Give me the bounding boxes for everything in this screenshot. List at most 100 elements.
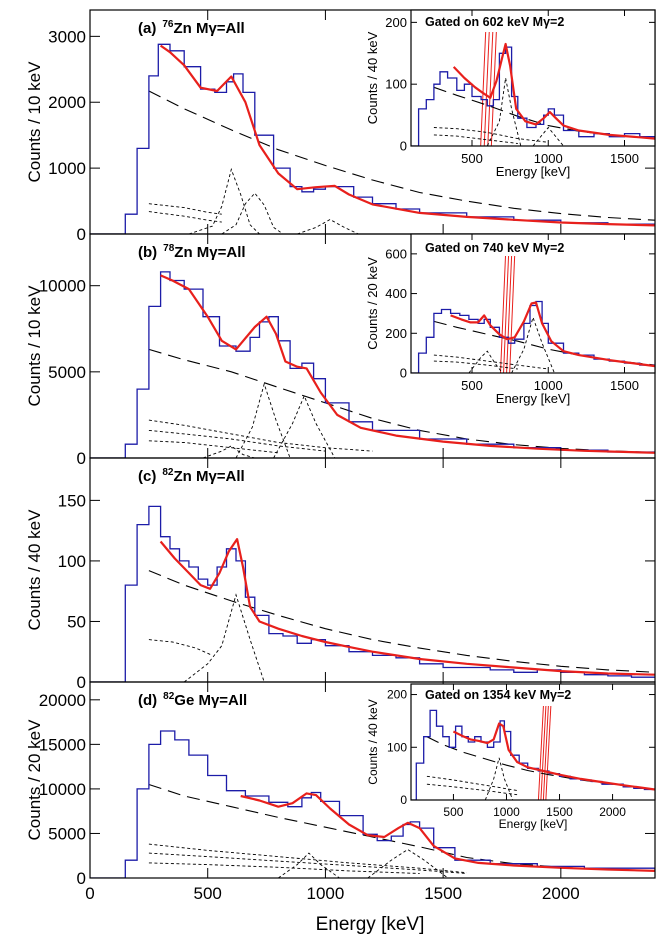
fit-component-4 <box>278 852 340 878</box>
y-tick-label: 100 <box>385 77 407 92</box>
mass-number: 82 <box>162 467 174 478</box>
plot-frame <box>410 233 656 374</box>
y-tick-label: 3000 <box>48 27 86 46</box>
panel-title: (a) 76Zn Mγ=All <box>138 19 245 37</box>
plot-curves <box>90 271 655 458</box>
inset-b: 500 1000 1500 0 200 400 600 Gated on 740 keV Mγ… <box>365 233 656 406</box>
x-tick-label: 500 <box>461 151 483 166</box>
inset-title: Gated on 740 keV Mγ=2 <box>425 241 564 255</box>
y-tick-label: 200 <box>385 326 407 341</box>
x-tick-label: 1000 <box>534 378 563 393</box>
total-fit-curve <box>450 301 655 368</box>
y-axis-title: Counts / 10 keV <box>25 61 44 183</box>
spectrum-histogram <box>90 730 655 878</box>
inset-x-axis-title: Energy [keV] <box>496 391 570 406</box>
y-tick-label: 0 <box>77 449 86 468</box>
fit-component-4 <box>202 445 255 458</box>
y-tick-label: 600 <box>385 246 407 261</box>
y-axis-title: Counts / 20 keV <box>25 719 44 841</box>
gate-line <box>540 705 547 801</box>
inset-background <box>411 684 655 800</box>
x-tick-label: 1000 <box>534 151 563 166</box>
x-tick-label: 1500 <box>546 805 573 819</box>
x-tick-label: 500 <box>443 805 463 819</box>
spectrum-histogram <box>90 271 655 458</box>
total-fit-curve <box>160 274 655 454</box>
x-tick-label: 2000 <box>599 805 626 819</box>
mass-number: 82 <box>163 691 175 702</box>
fit-component-3 <box>468 350 503 373</box>
fit-component-2 <box>148 852 467 874</box>
background-curve <box>433 86 655 140</box>
fit-component-1 <box>148 203 222 215</box>
background-curve <box>148 90 655 221</box>
fit-component-1 <box>148 843 467 874</box>
y-tick-label: 10000 <box>39 277 86 296</box>
fit-component-4 <box>511 315 555 373</box>
x-tick-label: 1500 <box>610 151 639 166</box>
x-tick-label: 0 <box>85 884 94 903</box>
panel-label: (b) <box>138 244 157 261</box>
inset-y-axis-title: Counts / 20 keV <box>365 257 380 350</box>
y-tick-label: 400 <box>385 286 407 301</box>
fit-component-1 <box>426 775 518 791</box>
background-curve <box>148 570 655 673</box>
gate-line <box>483 31 490 147</box>
gate-line <box>509 255 516 374</box>
fit-component-5 <box>367 848 449 878</box>
y-tick-label: 0 <box>400 139 407 154</box>
y-tick-label: 0 <box>77 673 86 692</box>
fit-component-1 <box>433 354 549 370</box>
total-fit-curve <box>159 44 655 227</box>
panel-title: (d) 82Ge Mγ=All <box>138 691 247 709</box>
spectrum-histogram <box>411 46 655 146</box>
y-tick-label: 5000 <box>48 824 86 843</box>
y-tick-label: 0 <box>400 793 407 807</box>
gate-line <box>506 255 513 374</box>
plot-frame <box>410 9 656 147</box>
panel-a: 0 1000 2000 3000 (a) 76Zn Mγ=All Counts / 10 k… <box>25 9 656 244</box>
panel-label: (c) <box>138 468 156 485</box>
y-tick-label: 200 <box>385 15 407 30</box>
panel-nucleus: Zn Mγ=All <box>173 20 244 37</box>
fit-component-5 <box>235 382 291 458</box>
inset-x-axis-title: Energy [keV] <box>496 164 570 179</box>
y-tick-label: 20000 <box>39 691 86 710</box>
fit-component-4 <box>221 192 284 234</box>
y-axis-title: Counts / 40 keV <box>25 509 44 631</box>
x-tick-label: 500 <box>194 884 222 903</box>
fit-component-3 <box>188 167 260 234</box>
x-tick-label: 1500 <box>424 884 462 903</box>
fit-component-3 <box>484 757 514 800</box>
y-tick-label: 2000 <box>48 93 86 112</box>
plot-curves <box>90 505 655 682</box>
panel-label: (d) <box>138 692 157 709</box>
gate-line <box>487 31 494 147</box>
fit-component-3 <box>148 862 420 874</box>
x-tick-label: 1000 <box>493 805 520 819</box>
mass-number: 76 <box>162 19 174 30</box>
x-tick-label: 1000 <box>307 884 345 903</box>
fit-component-5 <box>297 218 359 234</box>
gate-line <box>503 255 510 374</box>
inset-d: 500 1000 1500 2000 0 100 200 Gated on 1354 keV … <box>366 683 656 831</box>
fit-component-4 <box>532 126 564 146</box>
inset-title: Gated on 602 keV Mγ=2 <box>425 15 564 29</box>
x-tick-label: 1500 <box>610 378 639 393</box>
fit-component-2 <box>148 429 326 452</box>
background-curve <box>433 320 655 366</box>
plot-curves <box>90 730 655 878</box>
panel-title: (c) 82Zn Mγ=All <box>138 467 245 485</box>
x-tick-label: 2000 <box>542 884 580 903</box>
fit-component-2 <box>433 360 518 370</box>
plot-curves <box>90 43 655 234</box>
plot-frame <box>89 457 656 683</box>
y-tick-label: 1000 <box>48 159 86 178</box>
y-tick-label: 0 <box>400 366 407 381</box>
panel-label: (a) <box>138 20 156 37</box>
gate-marker <box>537 705 552 801</box>
fit-component-1 <box>148 639 213 656</box>
gate-line <box>500 255 506 374</box>
